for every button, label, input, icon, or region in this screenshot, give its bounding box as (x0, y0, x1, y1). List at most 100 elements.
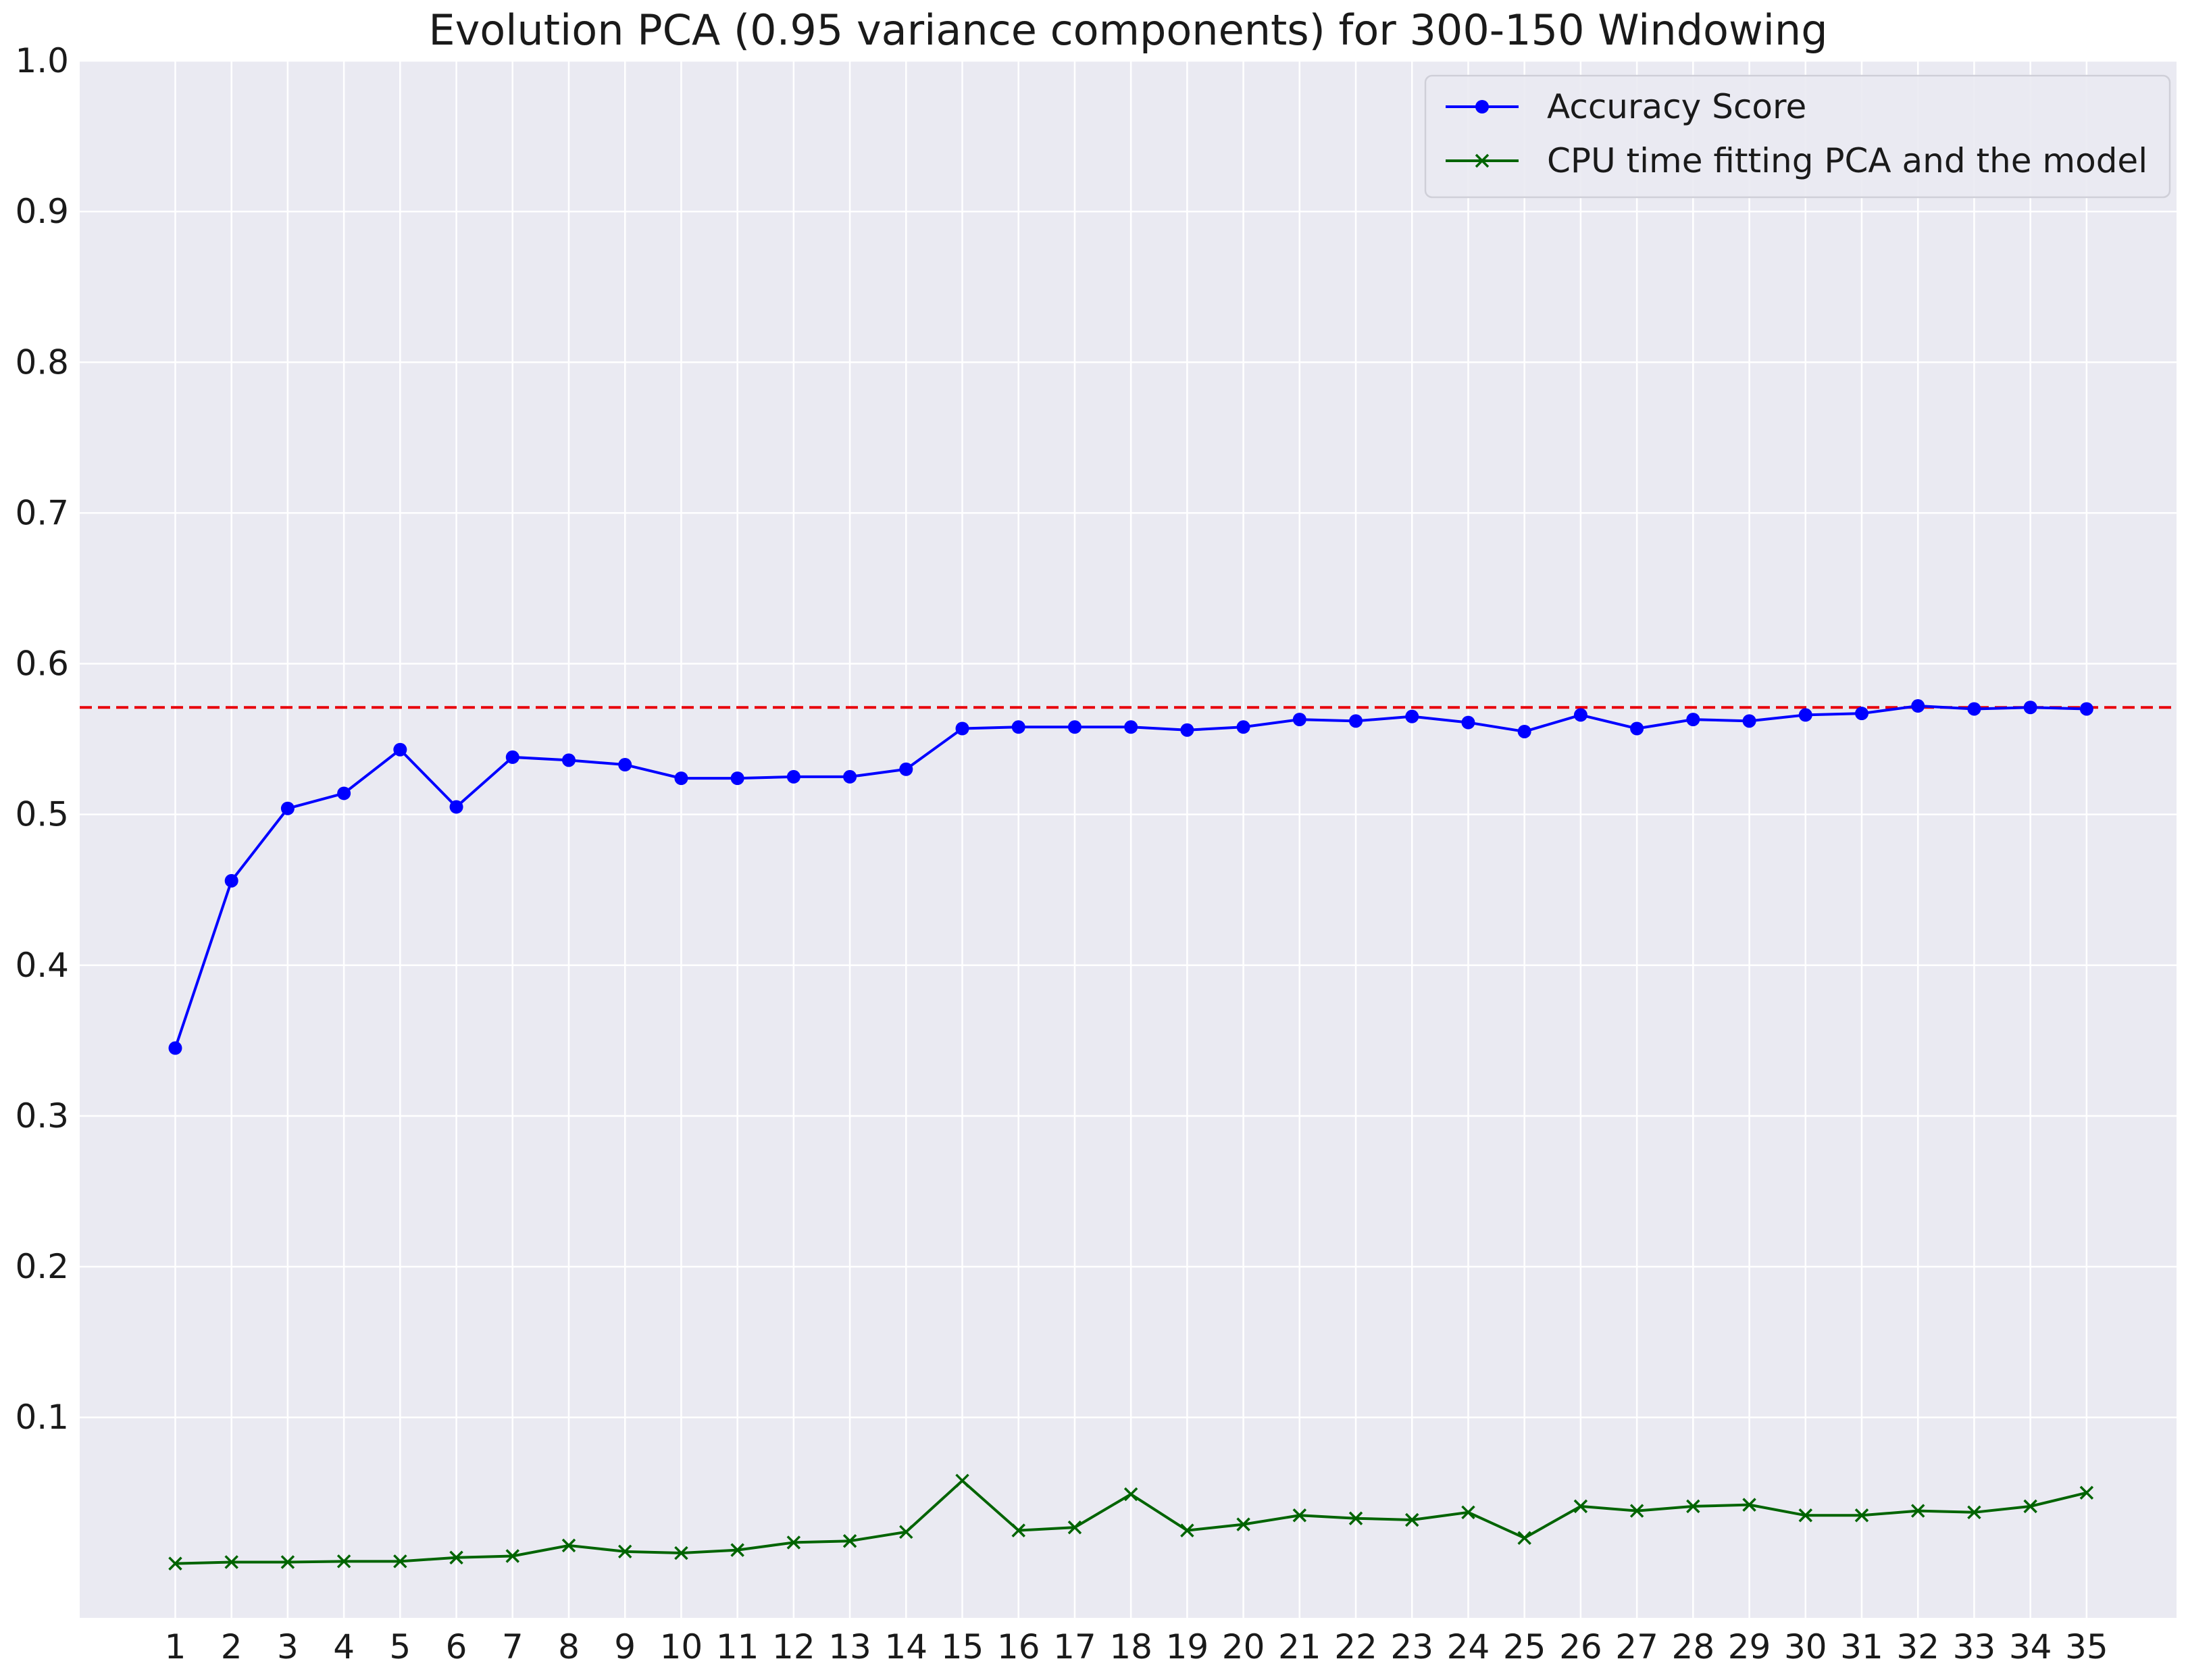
data-point (2079, 702, 2093, 716)
data-point (561, 753, 576, 767)
x-tick-label: 28 (1672, 1627, 1715, 1666)
x-tick-label: 6 (446, 1627, 467, 1666)
x-tick-label: 17 (1053, 1627, 1096, 1666)
data-point (955, 721, 969, 736)
x-tick-label: 2 (221, 1627, 243, 1666)
data-point (2079, 1485, 2094, 1500)
data-point (1067, 1520, 1082, 1535)
data-point (449, 800, 463, 814)
x-tick-label: 29 (1728, 1627, 1771, 1666)
chart-title: Evolution PCA (0.95 variance components)… (428, 5, 1827, 55)
data-point (1405, 709, 1419, 723)
data-point (1742, 714, 1756, 728)
data-point (393, 742, 407, 757)
y-tick-label: 0.2 (15, 1247, 69, 1286)
x-tick-label: 11 (716, 1627, 759, 1666)
grid-lines (80, 59, 2177, 1618)
data-point (1123, 1487, 1138, 1502)
data-point (224, 873, 238, 888)
y-axis-ticks: 0.1 0.2 0.3 0.4 0.5 0.6 0.7 0.8 0.9 1.0 (15, 41, 69, 1437)
data-point (1629, 1504, 1644, 1518)
x-tick-label: 18 (1109, 1627, 1152, 1666)
data-point (1686, 1499, 1700, 1514)
data-point (1348, 1511, 1363, 1525)
x-tick-label: 10 (660, 1627, 703, 1666)
data-point (224, 1555, 238, 1569)
x-tick-label: 21 (1278, 1627, 1321, 1666)
data-point (1067, 720, 1082, 734)
data-point (1742, 1498, 1756, 1512)
data-point (899, 762, 913, 776)
data-point (786, 769, 800, 784)
x-tick-label: 32 (1896, 1627, 1939, 1666)
data-point (1461, 1505, 1475, 1520)
data-point (1292, 713, 1306, 727)
data-point (1180, 723, 1194, 737)
data-point (337, 786, 351, 800)
x-tick-label: 27 (1615, 1627, 1658, 1666)
data-point (1461, 715, 1475, 730)
y-tick-label: 0.1 (15, 1398, 69, 1437)
data-point (1686, 713, 1700, 727)
data-point (843, 769, 857, 784)
data-point (899, 1525, 913, 1539)
x-tick-label: 14 (884, 1627, 927, 1666)
y-tick-label: 0.6 (15, 644, 69, 684)
data-point (674, 771, 688, 786)
y-tick-label: 0.9 (15, 192, 69, 231)
x-tick-label: 22 (1334, 1627, 1377, 1666)
data-point (1573, 708, 1587, 722)
x-tick-label: 1 (165, 1627, 186, 1666)
legend: Accuracy Score CPU time fitting PCA and t… (1424, 74, 2171, 199)
legend-box (1424, 74, 2171, 199)
y-tick-label: 0.4 (15, 946, 69, 985)
data-point (674, 1546, 688, 1560)
series-layer (168, 699, 2094, 1571)
x-tick-label: 8 (558, 1627, 580, 1666)
data-point (730, 771, 744, 786)
x-tick-label: 25 (1503, 1627, 1546, 1666)
x-tick-label: 3 (277, 1627, 299, 1666)
y-tick-label: 0.5 (15, 795, 69, 834)
data-point (168, 1041, 182, 1055)
x-tick-label: 33 (1953, 1627, 1996, 1666)
data-point (2023, 701, 2037, 715)
data-point (1854, 1508, 1869, 1523)
x-tick-label: 5 (389, 1627, 411, 1666)
data-point (842, 1533, 857, 1548)
x-tick-label: 35 (2065, 1627, 2108, 1666)
x-tick-label: 24 (1447, 1627, 1490, 1666)
data-point (1630, 721, 1644, 736)
data-point (618, 758, 632, 772)
y-tick-label: 0.7 (15, 493, 69, 532)
x-tick-label: 15 (941, 1627, 984, 1666)
data-point (1180, 1523, 1194, 1537)
x-tick-label: 26 (1559, 1627, 1602, 1666)
legend-label: CPU time fitting PCA and the model (1547, 141, 2147, 180)
legend-item: Accuracy Score (1446, 87, 1806, 126)
x-tick-label: 34 (2009, 1627, 2052, 1666)
data-point (561, 1538, 576, 1553)
data-point (1967, 702, 1981, 716)
x-tick-label: 9 (614, 1627, 636, 1666)
legend-label: Accuracy Score (1547, 87, 1806, 126)
data-point (1011, 1523, 1025, 1537)
data-point (955, 1473, 969, 1488)
legend-marker (1475, 153, 1490, 168)
data-point (1798, 708, 1812, 722)
data-point (336, 1554, 351, 1569)
x-tick-label: 23 (1390, 1627, 1433, 1666)
data-point (1911, 699, 1925, 713)
data-point (393, 1554, 407, 1569)
data-point (617, 1544, 632, 1559)
data-point (168, 1556, 182, 1571)
data-point (505, 1549, 520, 1563)
data-point (2023, 1499, 2037, 1514)
data-point (1124, 720, 1138, 734)
x-tick-label: 16 (997, 1627, 1040, 1666)
data-point (280, 1555, 295, 1569)
x-tick-label: 30 (1784, 1627, 1827, 1666)
x-tick-label: 7 (502, 1627, 524, 1666)
x-tick-label: 4 (333, 1627, 355, 1666)
